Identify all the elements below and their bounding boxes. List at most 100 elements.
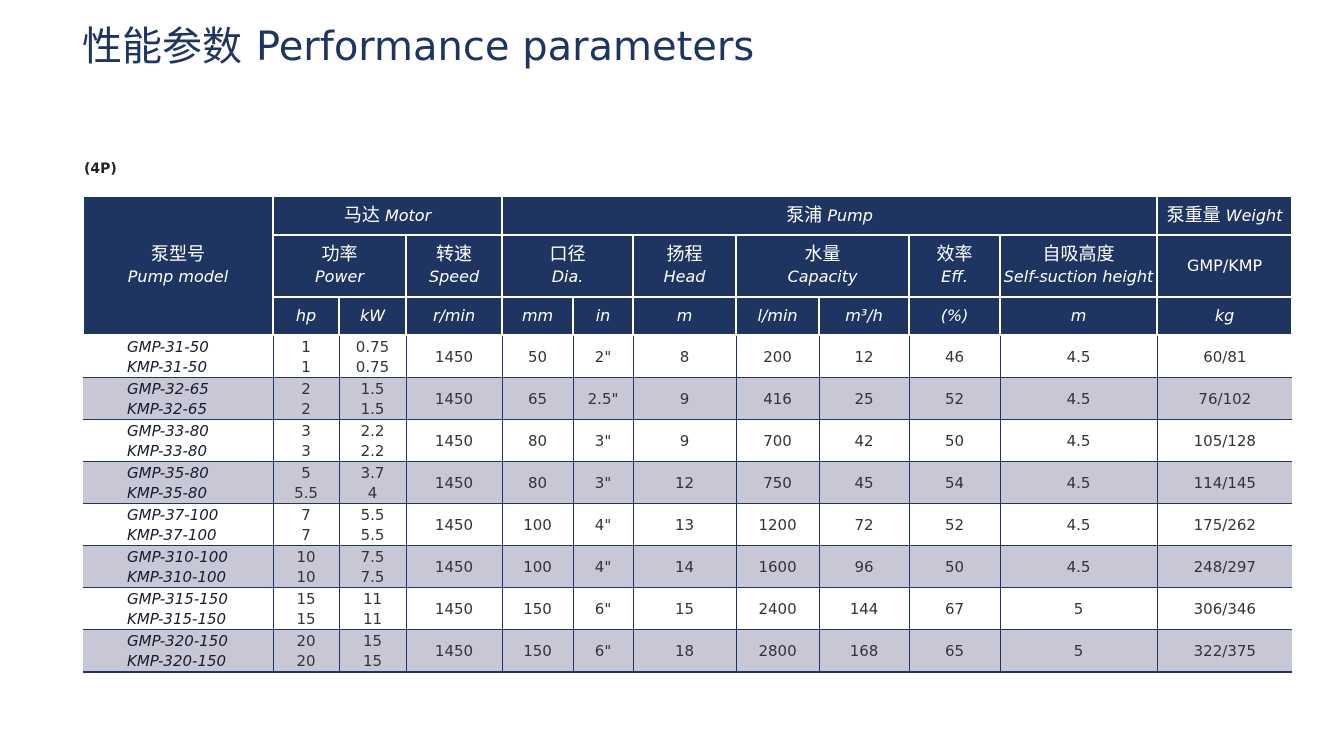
table-row: GMP-35-80 KMP-35-80 5 5.5 3.7 4 1450 80 3" … — [83, 461, 1293, 504]
table-cell: 700 — [735, 419, 820, 462]
table-cell: GMP-37-100 KMP-37-100 — [83, 503, 273, 546]
table-cell: 96 — [818, 545, 910, 588]
table-cell: GMP-320-150 KMP-320-150 — [83, 629, 273, 673]
table-row: GMP-315-150 KMP-315-150 15 15 11 11 1450 15… — [83, 587, 1293, 630]
table-cell: 5 — [999, 629, 1158, 673]
pole-subtitle: (4P) — [84, 161, 117, 177]
cell-text: GMP-33-80 — [127, 421, 209, 440]
cell-text: 11 — [362, 589, 383, 608]
cell-text: 7.5 — [360, 547, 385, 566]
cell-text: Pump model — [127, 266, 229, 286]
table-cell: 13 — [632, 503, 737, 546]
page-title: 性能参数 Performance parameters — [82, 14, 754, 72]
table-cell: 1450 — [405, 419, 503, 462]
header-suction: 自吸高度 Self-suction height — [999, 234, 1159, 298]
table-cell: 5 5.5 — [272, 461, 339, 504]
table-cell: GMP-33-80 KMP-33-80 — [83, 419, 273, 462]
table-cell: 4.5 — [999, 419, 1158, 462]
cell-text: 2 — [301, 379, 311, 398]
cell-text: Head — [663, 267, 706, 286]
unit-kg: kg — [1156, 296, 1294, 336]
table-cell: 2" — [572, 334, 634, 378]
cell-text: GMP-37-100 — [127, 505, 219, 524]
cell-text: KMP-33-80 — [127, 441, 208, 460]
cell-text: 15 — [296, 609, 316, 628]
header-head: 扬程 Head — [632, 234, 738, 298]
table-cell: 114/145 — [1156, 461, 1293, 504]
page-title-zh: 性能参数 — [82, 24, 242, 70]
table-cell: 52 — [908, 377, 1001, 420]
cell-text: 7 — [301, 505, 311, 524]
table-cell: 1450 — [405, 334, 503, 378]
table-cell: 1450 — [405, 503, 503, 546]
cell-text: 15 — [362, 651, 383, 670]
table-cell: 2800 — [735, 629, 820, 673]
table-cell: GMP-35-80 KMP-35-80 — [83, 461, 273, 504]
table-cell: 10 10 — [272, 545, 339, 588]
cell-text: KMP-35-80 — [127, 483, 208, 502]
page-title-en: Performance parameters — [256, 24, 755, 70]
cell-text: 5.5 — [294, 483, 318, 502]
table-row: GMP-310-100 KMP-310-100 10 10 7.5 7.5 1450 … — [83, 545, 1293, 588]
cell-text: 2.2 — [360, 441, 385, 460]
table-cell: GMP-310-100 KMP-310-100 — [83, 545, 273, 588]
table-cell: 1600 — [735, 545, 820, 588]
cell-text: 1.5 — [360, 379, 385, 398]
cell-text: Capacity — [787, 267, 858, 286]
table-row: GMP-320-150 KMP-320-150 20 20 15 15 1450 15… — [83, 629, 1293, 673]
cell-text: 15 — [362, 631, 383, 650]
table-cell: 14 — [632, 545, 737, 588]
table-cell: 42 — [818, 419, 910, 462]
cell-text: KMP-31-50 — [127, 357, 208, 376]
table-cell: 4.5 — [999, 545, 1158, 588]
unit-hp: hp — [272, 296, 340, 336]
table-cell: 54 — [908, 461, 1001, 504]
cell-text: 4 — [367, 483, 378, 502]
table-cell: 750 — [735, 461, 820, 504]
unit-head: m — [632, 296, 738, 336]
cell-text: 1 — [301, 337, 311, 356]
unit-rpm: r/min — [404, 296, 504, 336]
header-pump-model: 泵型号 Pump model — [82, 195, 274, 336]
table-cell: 5.5 5.5 — [338, 503, 406, 546]
table-cell: 4.5 — [999, 461, 1158, 504]
table-cell: 72 — [818, 503, 910, 546]
header-weight-models: GMP/KMP — [1156, 234, 1294, 298]
table-cell: 45 — [818, 461, 910, 504]
table-cell: 15 15 — [272, 587, 339, 630]
table-cell: 248/297 — [1156, 545, 1293, 588]
table-cell: 9 — [632, 377, 737, 420]
cell-text: 功率 — [321, 244, 358, 265]
unit-suction: m — [999, 296, 1159, 336]
cell-text: 泵重量 — [1166, 204, 1221, 226]
cell-text: 3.7 — [360, 463, 385, 482]
table-cell: 105/128 — [1156, 419, 1293, 462]
unit-mm: mm — [501, 296, 575, 336]
table-cell: 0.75 0.75 — [338, 334, 406, 378]
header-dia: 口径 Dia. — [501, 234, 635, 298]
table-cell: 15 — [632, 587, 737, 630]
table-cell: 2.5" — [572, 377, 634, 420]
cell-text: KMP-37-100 — [127, 525, 217, 544]
cell-text: GMP-35-80 — [127, 463, 209, 482]
table-cell: 200 — [735, 334, 820, 378]
cell-text: 效率 — [936, 244, 973, 265]
table-cell: 150 — [501, 629, 574, 673]
cell-text: 10 — [296, 567, 316, 586]
table-cell: 144 — [818, 587, 910, 630]
cell-text: 泵型号 — [151, 243, 205, 265]
cell-text: GMP/KMP — [1186, 256, 1263, 275]
table-cell: 20 20 — [272, 629, 339, 673]
table-cell: 6" — [572, 587, 634, 630]
unit-eff: (%) — [908, 296, 1002, 336]
table-cell: 4.5 — [999, 334, 1158, 378]
cell-text: 3 — [301, 441, 311, 460]
table-cell: 322/375 — [1156, 629, 1293, 673]
table-cell: 50 — [908, 545, 1001, 588]
table-cell: 60/81 — [1156, 334, 1293, 378]
